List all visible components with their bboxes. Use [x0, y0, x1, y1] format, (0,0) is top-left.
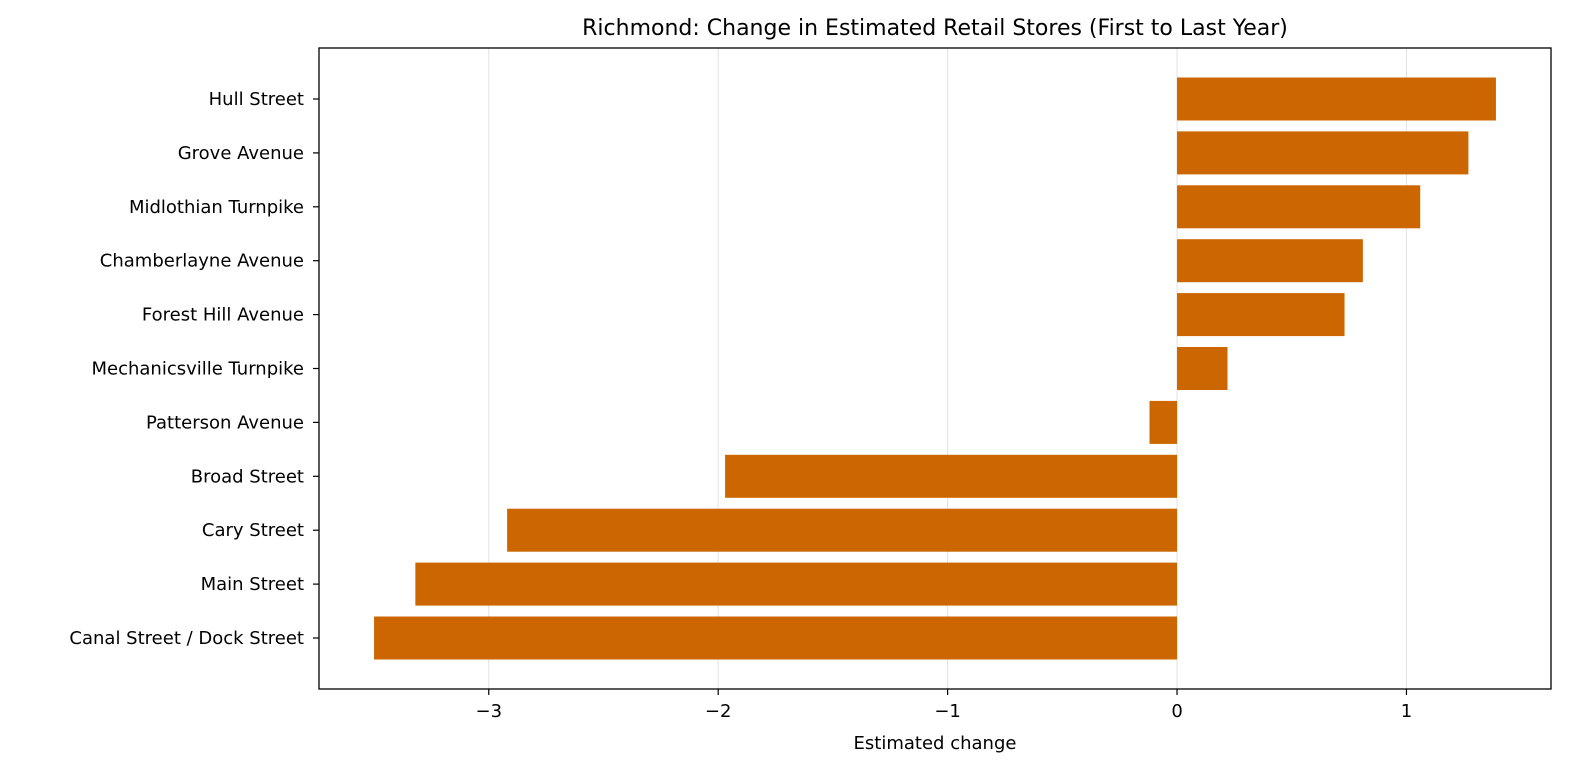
bar [1177, 347, 1228, 390]
bars [374, 77, 1496, 660]
y-tick-label: Main Street [201, 574, 304, 595]
bar [1177, 239, 1363, 283]
y-tick-label: Cary Street [202, 520, 304, 541]
x-tick-label: −3 [475, 701, 502, 722]
bar [1177, 293, 1345, 337]
bar [374, 616, 1178, 660]
bar [1177, 131, 1469, 175]
y-tick-label: Chamberlayne Avenue [100, 251, 304, 272]
y-tick-label: Canal Street / Dock Street [69, 628, 304, 649]
bar [725, 454, 1178, 498]
y-tick-label: Broad Street [191, 466, 304, 487]
bar [1177, 185, 1421, 229]
x-tick-label: −1 [934, 701, 961, 722]
y-axis-ticks: Hull Street Grove Avenue Midlothian Turnpi… [69, 89, 319, 649]
x-axis-label: Estimated change [854, 733, 1017, 754]
x-axis-ticks: −3 −2 −1 0 1 [475, 689, 1412, 722]
y-tick-label: Hull Street [209, 89, 304, 110]
bar [1177, 77, 1496, 121]
y-tick-label: Midlothian Turnpike [129, 197, 304, 218]
x-tick-label: −2 [705, 701, 732, 722]
bar [415, 562, 1178, 606]
y-tick-label: Forest Hill Avenue [142, 305, 304, 326]
y-tick-label: Patterson Avenue [146, 412, 304, 433]
y-tick-label: Mechanicsville Turnpike [91, 359, 304, 380]
bar [1149, 400, 1178, 444]
chart-title: Richmond: Change in Estimated Retail Sto… [582, 16, 1288, 41]
x-tick-label: 0 [1171, 701, 1182, 722]
bar [507, 508, 1178, 552]
plot-frame [318, 47, 1552, 690]
x-tick-label: 1 [1401, 701, 1412, 722]
y-tick-label: Grove Avenue [178, 143, 304, 164]
